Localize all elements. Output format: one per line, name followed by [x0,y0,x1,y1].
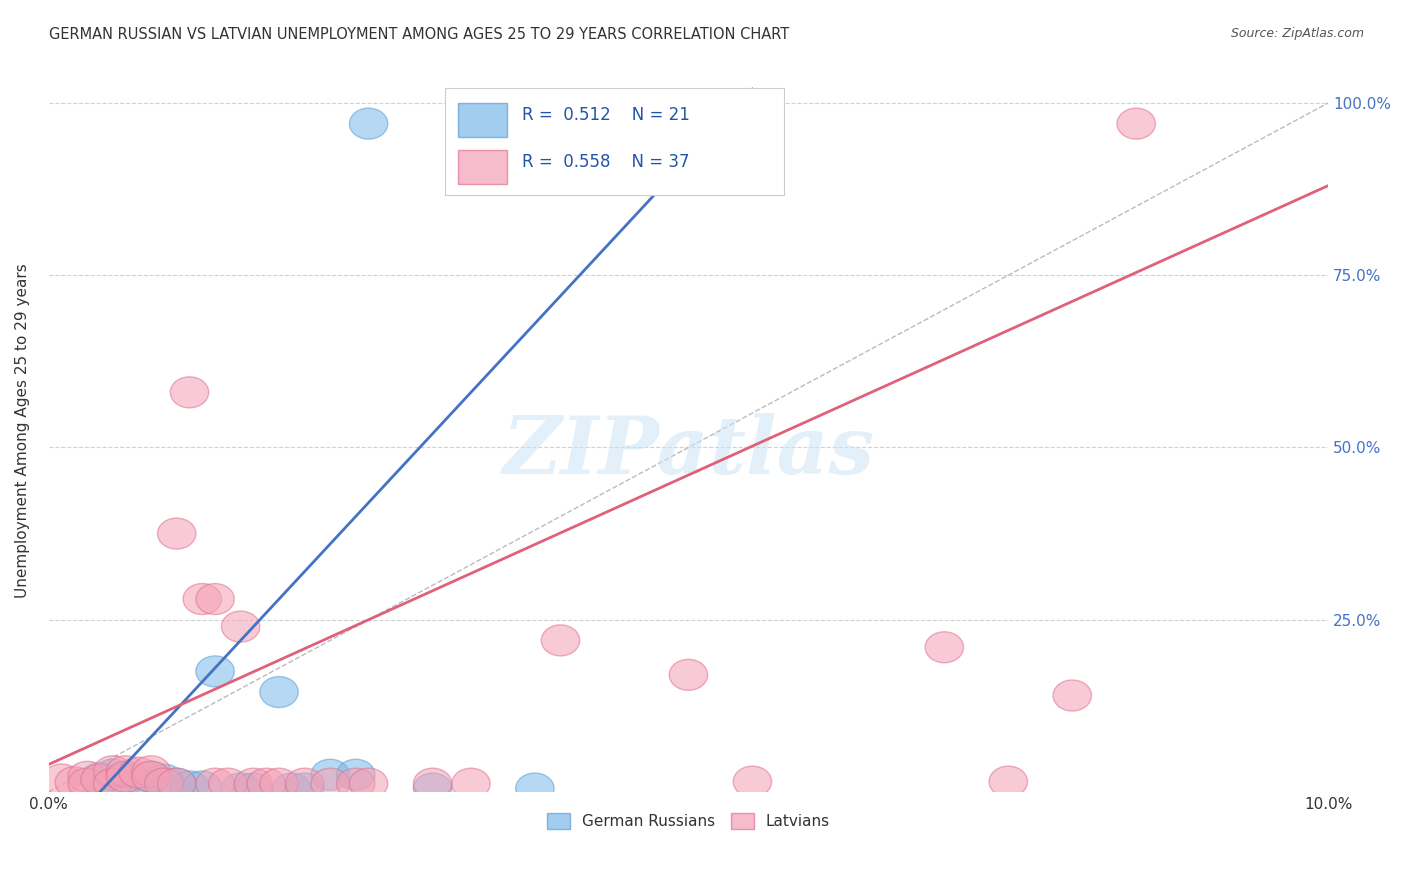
Ellipse shape [350,768,388,799]
Ellipse shape [451,768,491,799]
Ellipse shape [80,763,120,794]
Ellipse shape [157,768,195,799]
Bar [458,150,506,185]
Ellipse shape [132,756,170,787]
Ellipse shape [55,767,94,797]
Ellipse shape [67,768,107,799]
Ellipse shape [120,757,157,789]
Ellipse shape [222,611,260,642]
Ellipse shape [94,759,132,790]
Ellipse shape [350,108,388,139]
Ellipse shape [170,771,208,802]
Ellipse shape [273,773,311,804]
Ellipse shape [336,768,375,799]
Ellipse shape [516,108,554,139]
Ellipse shape [988,766,1028,797]
Ellipse shape [285,768,323,799]
Ellipse shape [80,764,120,795]
Ellipse shape [1053,680,1091,711]
Ellipse shape [132,761,170,792]
Ellipse shape [311,759,350,790]
Ellipse shape [285,773,323,804]
Ellipse shape [183,771,222,802]
Ellipse shape [247,768,285,799]
Text: ZIPatlas: ZIPatlas [502,413,875,491]
Ellipse shape [733,766,772,797]
Bar [446,88,785,195]
Ellipse shape [107,761,145,792]
Ellipse shape [183,583,222,615]
Ellipse shape [925,632,963,663]
Ellipse shape [157,518,195,549]
Ellipse shape [516,773,554,804]
Ellipse shape [67,761,107,792]
Ellipse shape [208,768,247,799]
Ellipse shape [195,768,235,799]
Ellipse shape [1116,108,1156,139]
Ellipse shape [157,768,195,799]
Text: R =  0.512    N = 21: R = 0.512 N = 21 [522,106,690,124]
Legend: German Russians, Latvians: German Russians, Latvians [541,806,837,835]
Text: GERMAN RUSSIAN VS LATVIAN UNEMPLOYMENT AMONG AGES 25 TO 29 YEARS CORRELATION CHA: GERMAN RUSSIAN VS LATVIAN UNEMPLOYMENT A… [49,27,789,42]
Ellipse shape [413,773,451,804]
Ellipse shape [120,768,157,799]
Ellipse shape [235,768,273,799]
Ellipse shape [107,764,145,795]
Ellipse shape [336,759,375,790]
Ellipse shape [170,376,208,408]
Ellipse shape [145,768,183,799]
Ellipse shape [541,625,579,656]
Ellipse shape [260,676,298,707]
Ellipse shape [260,768,298,799]
Ellipse shape [94,756,132,787]
Y-axis label: Unemployment Among Ages 25 to 29 years: Unemployment Among Ages 25 to 29 years [15,263,30,598]
Ellipse shape [94,768,132,799]
Ellipse shape [669,659,707,690]
Ellipse shape [195,656,235,687]
Text: Source: ZipAtlas.com: Source: ZipAtlas.com [1230,27,1364,40]
Ellipse shape [42,764,80,795]
Ellipse shape [195,583,235,615]
Bar [458,103,506,137]
Ellipse shape [222,773,260,804]
Ellipse shape [311,768,350,799]
Ellipse shape [413,768,451,799]
Ellipse shape [107,756,145,787]
Text: R =  0.558    N = 37: R = 0.558 N = 37 [522,153,689,171]
Ellipse shape [235,773,273,804]
Ellipse shape [145,764,183,795]
Ellipse shape [132,761,170,792]
